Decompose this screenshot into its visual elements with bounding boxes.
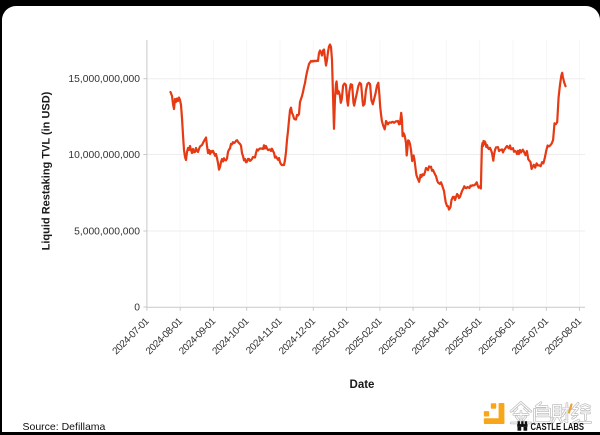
svg-text:Date: Date: [350, 379, 375, 391]
svg-text:Liquid Restaking TVL (in USD): Liquid Restaking TVL (in USD): [41, 91, 53, 250]
svg-text:CASTLE LABS: CASTLE LABS: [531, 421, 585, 433]
svg-text:Source: Defillama: Source: Defillama: [23, 421, 106, 433]
svg-text:0: 0: [134, 303, 140, 314]
svg-text:10,000,000,000: 10,000,000,000: [68, 150, 140, 161]
svg-text:15,000,000,000: 15,000,000,000: [68, 74, 140, 85]
svg-text:5,000,000,000: 5,000,000,000: [74, 227, 140, 238]
svg-text:2025-08-01: 2025-08-01: [543, 316, 584, 357]
